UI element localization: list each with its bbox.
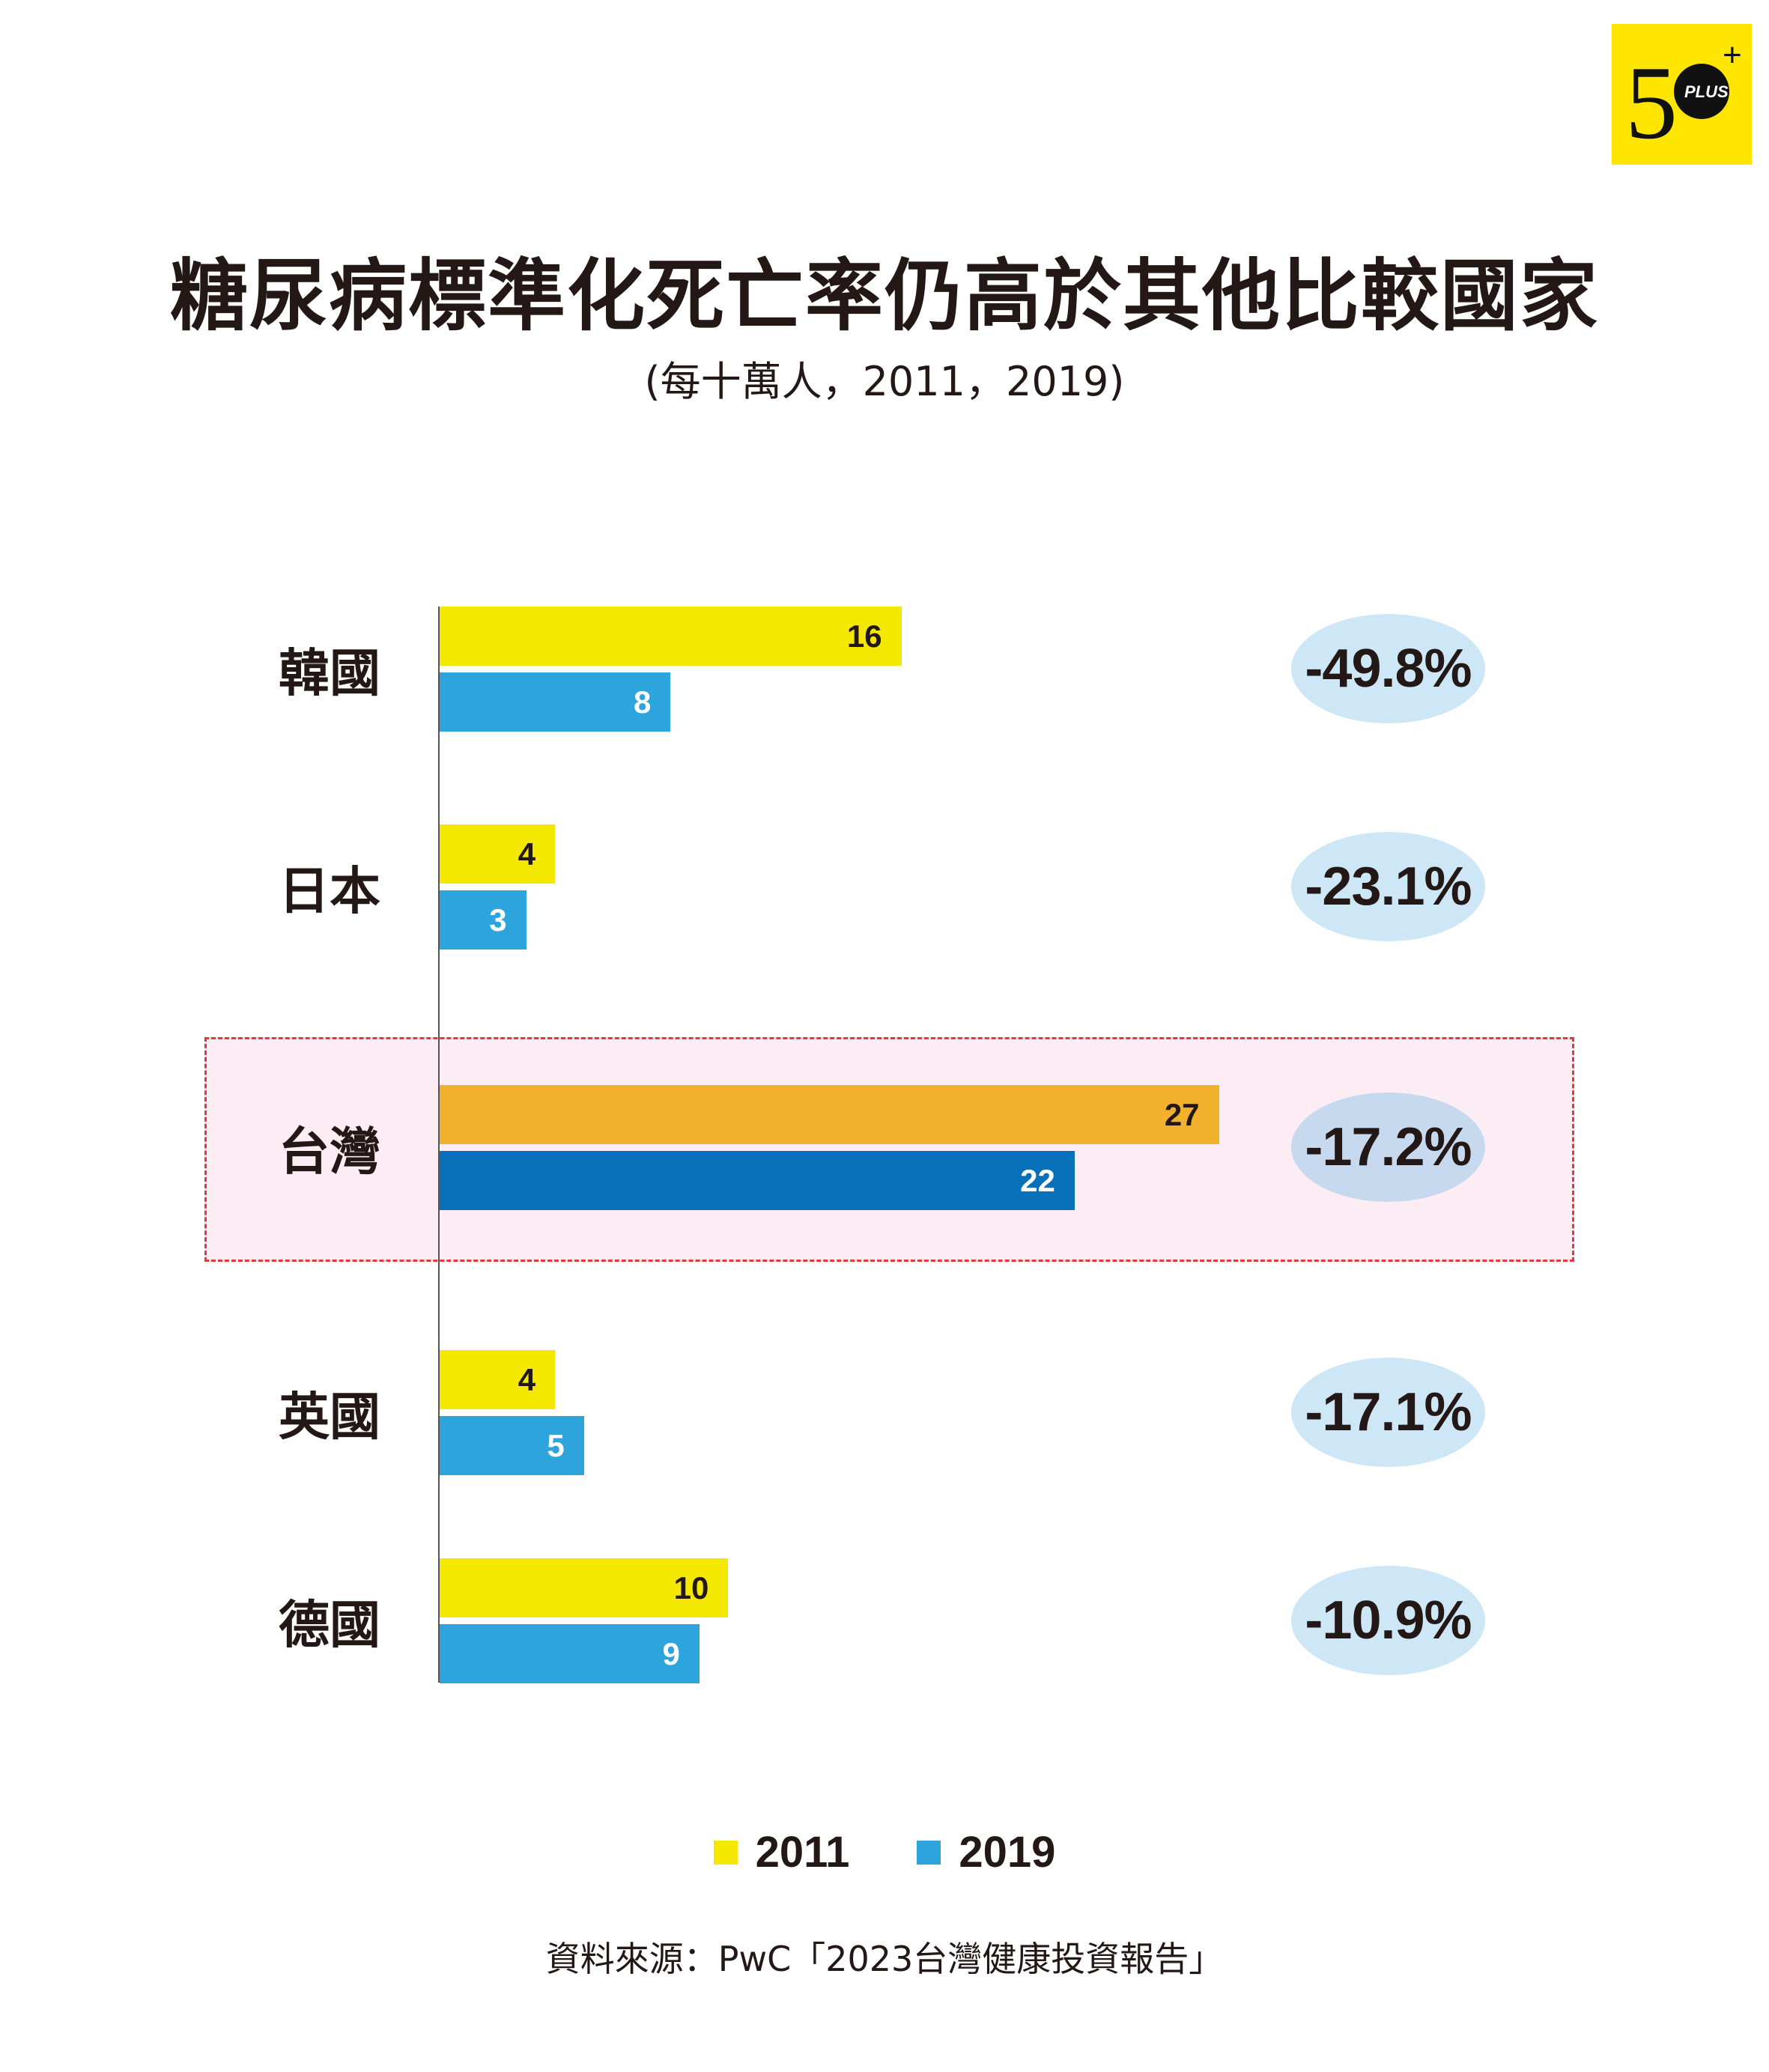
bar-value-label: 22 xyxy=(1020,1162,1055,1198)
legend-item-2019: 2019 xyxy=(917,1827,1055,1877)
bar-value-label: 3 xyxy=(489,902,507,938)
change-label: -49.8% xyxy=(1305,639,1472,699)
bar-2011: 10 xyxy=(440,1558,729,1617)
svg-text:+: + xyxy=(1723,37,1742,73)
category-label: 英國 xyxy=(278,1388,380,1447)
change-badge: -49.8% xyxy=(1291,614,1485,723)
change-badge: -17.1% xyxy=(1291,1358,1485,1467)
bar-2019: 8 xyxy=(440,672,671,732)
bar-value-label: 10 xyxy=(673,1570,709,1605)
change-label: -23.1% xyxy=(1305,857,1472,917)
category-label: 台灣 xyxy=(278,1122,380,1182)
source-note: 資料來源：PwC「2023台灣健康投資報告」 xyxy=(545,1939,1224,1979)
svg-text:PLUS: PLUS xyxy=(1684,82,1729,101)
bar-2011: 27 xyxy=(440,1085,1219,1144)
change-label: -17.1% xyxy=(1305,1382,1472,1442)
legend-swatch-2019 xyxy=(917,1840,941,1865)
legend: 2011 2019 xyxy=(0,1827,1769,1877)
legend-label-2019: 2019 xyxy=(959,1828,1056,1877)
change-label: -17.2% xyxy=(1305,1117,1472,1177)
category-label: 日本 xyxy=(278,862,380,922)
bar-2011: 4 xyxy=(440,1350,556,1409)
change-label: -10.9% xyxy=(1305,1591,1472,1650)
category-label: 韓國 xyxy=(278,644,380,704)
bar-value-label: 5 xyxy=(547,1427,565,1463)
change-badge: -23.1% xyxy=(1291,832,1485,941)
y-axis-line xyxy=(438,607,440,1683)
50plus-logo: 5 PLUS + xyxy=(1612,24,1752,165)
legend-label-2011: 2011 xyxy=(755,1828,850,1877)
legend-item-2011: 2011 xyxy=(713,1827,850,1877)
bar-2011: 16 xyxy=(440,607,902,666)
bar-2011: 4 xyxy=(440,824,556,884)
bar-value-label: 9 xyxy=(662,1635,680,1671)
change-badge: -17.2% xyxy=(1291,1093,1485,1202)
bar-value-label: 8 xyxy=(633,684,652,720)
category-label: 德國 xyxy=(278,1596,380,1656)
change-badge: -10.9% xyxy=(1291,1566,1485,1675)
svg-text:5: 5 xyxy=(1625,45,1678,161)
bar-value-label: 27 xyxy=(1164,1096,1200,1132)
legend-swatch-2011 xyxy=(713,1840,738,1865)
bar-2019: 22 xyxy=(440,1151,1075,1210)
bar-2019: 9 xyxy=(440,1624,700,1683)
bar-2019: 5 xyxy=(440,1416,584,1475)
bar-2019: 3 xyxy=(440,890,527,950)
chart-title: 糖尿病標準化死亡率仍高於其他比較國家 xyxy=(169,250,1599,341)
chart-subtitle: (每十萬人，2011，2019) xyxy=(644,358,1125,405)
bar-value-label: 4 xyxy=(518,1361,536,1397)
bar-value-label: 4 xyxy=(518,836,536,872)
bar-value-label: 16 xyxy=(846,618,882,654)
